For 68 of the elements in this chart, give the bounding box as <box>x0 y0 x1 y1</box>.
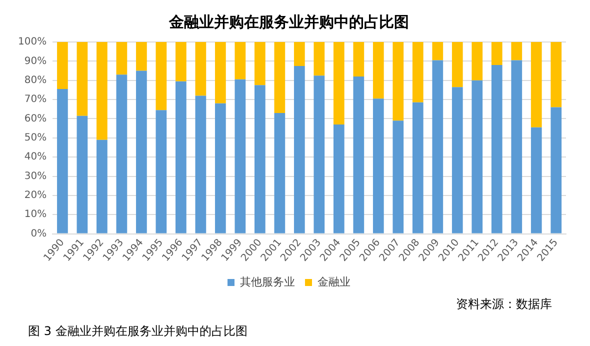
y-tick-label: 10% <box>24 209 47 220</box>
bar <box>530 42 542 128</box>
bar <box>333 42 344 124</box>
y-tick-label: 70% <box>24 94 47 106</box>
bar <box>511 60 522 234</box>
bar <box>96 140 108 234</box>
bar <box>57 88 68 234</box>
bar <box>57 42 68 89</box>
bar <box>294 42 305 66</box>
y-tick-label: 50% <box>24 132 47 144</box>
bar <box>156 42 167 110</box>
bar <box>254 85 266 234</box>
bar <box>412 102 424 234</box>
bar <box>116 74 128 234</box>
y-tick-label: 100% <box>18 36 47 48</box>
bar <box>412 42 424 102</box>
bar <box>472 42 483 80</box>
bar <box>432 60 444 234</box>
y-tick-label: 60% <box>24 113 47 124</box>
bar <box>234 42 246 80</box>
bar <box>333 124 344 234</box>
bar <box>550 107 562 234</box>
y-tick-label: 40% <box>24 152 47 163</box>
caption: 图 3 金融业并购在服务业并购中的占比图 <box>27 323 248 340</box>
bar <box>452 87 463 234</box>
bar <box>353 76 364 234</box>
bar <box>156 110 167 234</box>
bar <box>314 76 325 234</box>
y-tick-label: 0% <box>30 228 47 240</box>
bar <box>392 42 404 121</box>
bar <box>372 98 384 234</box>
bar <box>215 103 226 234</box>
bar <box>392 120 404 234</box>
bar <box>215 42 226 104</box>
y-tick-label: 30% <box>24 170 47 182</box>
legend-label: 其他服务业 <box>240 275 295 288</box>
bar <box>314 42 325 76</box>
bar <box>274 42 286 113</box>
bar <box>353 42 364 77</box>
bar <box>550 42 562 108</box>
bar <box>491 65 502 234</box>
y-tick-label: 80% <box>24 74 47 86</box>
bar <box>96 42 108 140</box>
bar <box>294 66 305 234</box>
bar <box>136 70 147 234</box>
y-tick-label: 90% <box>24 56 47 67</box>
bar <box>254 42 266 86</box>
bar <box>195 42 206 96</box>
bar <box>274 112 286 234</box>
bar <box>530 127 542 234</box>
bar <box>452 42 463 88</box>
bar <box>116 42 128 75</box>
text: 资料来源：数据库 <box>455 296 553 313</box>
legend-label: 金融业 <box>318 275 350 288</box>
chart-title: 金融业并购在服务业并购中的占比图 <box>168 12 409 31</box>
bar <box>76 116 88 234</box>
bar <box>176 81 186 234</box>
bar <box>432 42 444 60</box>
bar <box>195 96 206 234</box>
y-tick-label: 20% <box>24 190 47 202</box>
bar <box>76 42 88 116</box>
bar <box>491 42 502 66</box>
bar <box>136 42 147 71</box>
bar <box>511 42 522 60</box>
bar <box>176 42 186 82</box>
bar <box>234 79 246 234</box>
bar <box>472 80 483 234</box>
bar <box>372 42 384 99</box>
